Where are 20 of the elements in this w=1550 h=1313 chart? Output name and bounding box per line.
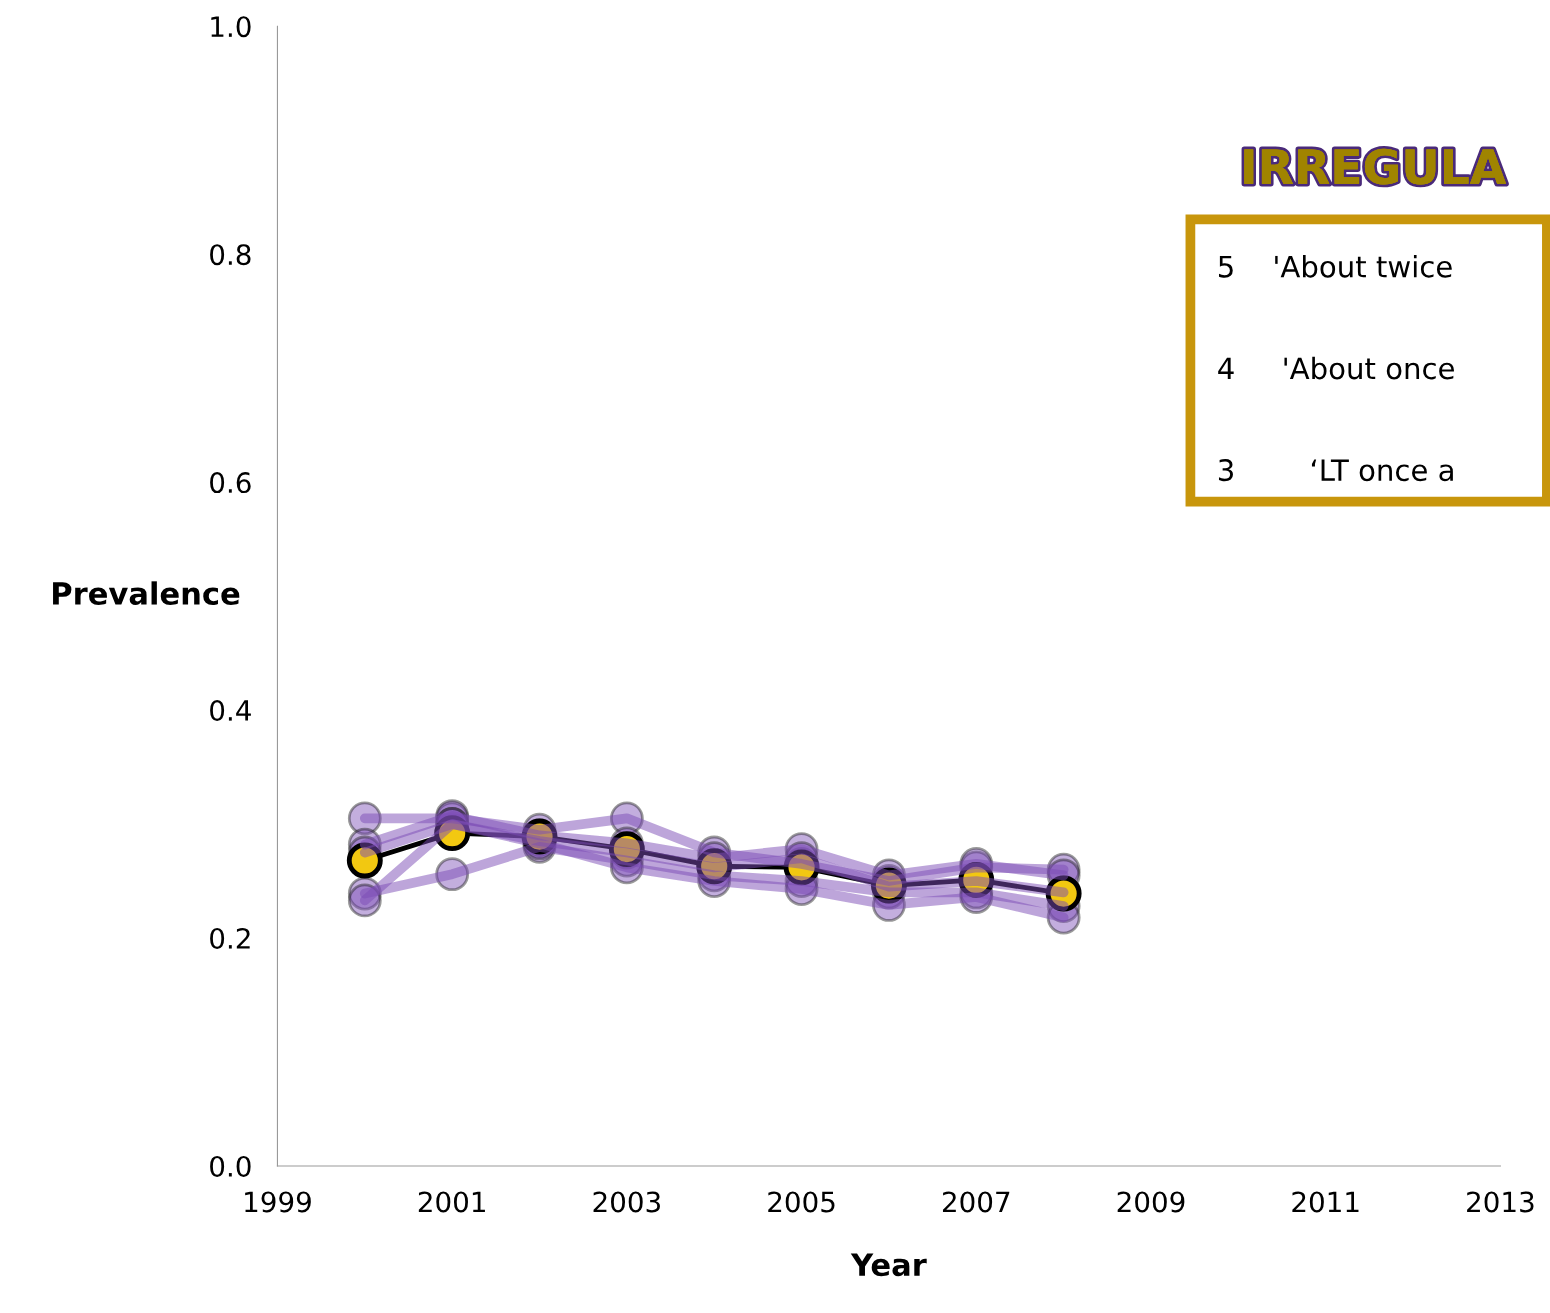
x-axis-title: Year: [850, 1253, 927, 1277]
y-tick-label: 0.2: [210, 927, 250, 949]
annotation: 5 'About twice: [1219, 255, 1452, 278]
y-tick-label: 0.4: [210, 700, 251, 722]
x-tick-label: 2003: [593, 1191, 660, 1213]
y-tick-label: 0.8: [210, 244, 251, 266]
x-tick-label: 1999: [245, 1191, 311, 1213]
annotation: 3 ‘LT once a: [1218, 459, 1453, 482]
y-tick-label: 0.0: [210, 1155, 251, 1177]
y-tick-label: 1.0: [211, 16, 251, 38]
y-axis-title: Prevalence: [53, 581, 240, 605]
x-tick-label: 2005: [768, 1191, 835, 1213]
annotation: IRREGULA: [1244, 148, 1507, 185]
x-tick-label: 2011: [1292, 1191, 1359, 1213]
x-tick-label: 2009: [1117, 1191, 1185, 1213]
x-tick-label: 2013: [1467, 1191, 1534, 1213]
x-tick-label: 2007: [942, 1191, 1010, 1213]
x-tick-label: 2001: [418, 1191, 485, 1213]
annotation: 4 'About once: [1218, 356, 1454, 380]
y-tick-label: 0.6: [210, 472, 251, 494]
